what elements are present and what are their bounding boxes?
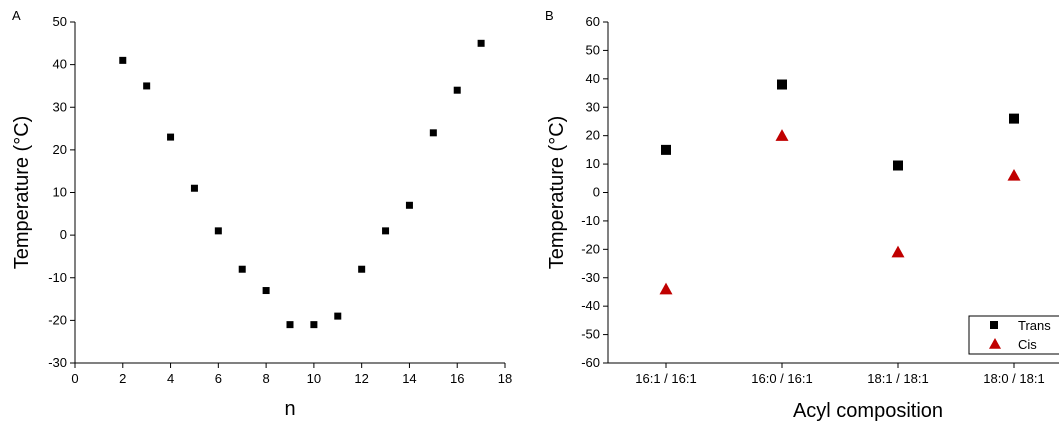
data-point — [190, 184, 198, 192]
y-tick-label: 20 — [586, 128, 600, 143]
y-tick-label: -30 — [48, 355, 67, 370]
x-tick-label: 4 — [167, 371, 174, 386]
y-tick-label: 10 — [53, 185, 67, 200]
data-point — [143, 82, 151, 90]
x-tick-label: 2 — [119, 371, 126, 386]
legend-label-cis: Cis — [1018, 337, 1037, 352]
legend-marker-cis — [989, 338, 1001, 349]
x-tick-label: 18 — [498, 371, 512, 386]
x-tick-label: 12 — [354, 371, 368, 386]
y-tick-label: 30 — [586, 99, 600, 114]
data-point — [334, 312, 342, 320]
data-point — [429, 129, 437, 137]
data-point-trans — [661, 144, 671, 155]
x-tick-label: 8 — [262, 371, 269, 386]
data-point — [453, 86, 461, 94]
y-tick-label: -40 — [581, 298, 600, 313]
x-tick-label: 14 — [402, 371, 416, 386]
y-tick-label: 60 — [586, 14, 600, 29]
panel-a: A -30 -20 -10 0 10 20 30 40 50 0 2 4 6 8 10 12 14 16 18 n Te… — [11, 8, 512, 420]
data-point-cis — [1007, 168, 1021, 181]
panel-a-letter: A — [12, 8, 21, 23]
data-point — [214, 227, 222, 235]
x-tick-label: 16:1 / 16:1 — [635, 371, 696, 386]
y-tick-label: 0 — [593, 185, 600, 200]
y-tick-label: 50 — [586, 42, 600, 57]
data-point — [358, 265, 366, 273]
x-tick-label: 16:0 / 16:1 — [751, 371, 812, 386]
panel-b-letter: B — [545, 8, 554, 23]
y-tick-label: -50 — [581, 327, 600, 342]
y-tick-label: 20 — [53, 142, 67, 157]
x-tick-label: 6 — [215, 371, 222, 386]
y-axis-title: Temperature (°C) — [11, 116, 33, 270]
data-point — [382, 227, 390, 235]
data-point-cis — [891, 245, 905, 258]
data-point — [310, 321, 318, 329]
panel-b: B -60 -50 -40 -30 -20 -10 0 10 20 30 40 50 60 16:1 / … — [545, 8, 1059, 422]
data-point — [119, 56, 127, 64]
x-tick-label: 0 — [71, 371, 78, 386]
data-point-trans — [893, 160, 903, 171]
x-axis-title: n — [284, 398, 295, 420]
x-axis-title: Acyl composition — [793, 400, 943, 422]
y-axis-title: Temperature (°C) — [546, 116, 568, 270]
legend-label-trans: Trans — [1018, 318, 1051, 333]
legend: Trans Cis — [968, 315, 1059, 355]
y-tick-label: -10 — [581, 213, 600, 228]
y-tick-label: -20 — [48, 312, 67, 327]
data-point-cis — [659, 282, 673, 295]
y-tick-label: 0 — [60, 227, 67, 242]
data-point — [405, 201, 413, 209]
data-point — [238, 265, 246, 273]
y-tick-label: 10 — [586, 156, 600, 171]
data-point-cis — [775, 129, 789, 141]
legend-box — [968, 315, 1059, 355]
x-tick-label: 10 — [307, 371, 321, 386]
data-point — [262, 287, 270, 295]
y-tick-label: 30 — [53, 99, 67, 114]
data-point — [167, 133, 175, 141]
y-tick-label: -60 — [581, 355, 600, 370]
x-tick-label: 18:1 / 18:1 — [867, 371, 928, 386]
y-tick-label: -10 — [48, 270, 67, 285]
x-tick-label: 18:0 / 18:1 — [983, 371, 1044, 386]
data-point-trans — [777, 79, 787, 90]
y-tick-label: -30 — [581, 270, 600, 285]
data-point — [286, 321, 294, 329]
data-point-trans — [1009, 113, 1019, 124]
y-tick-label: 40 — [53, 57, 67, 72]
legend-marker-trans — [990, 321, 998, 329]
data-point — [477, 39, 485, 47]
y-tick-label: 40 — [586, 71, 600, 86]
x-tick-label: 16 — [450, 371, 464, 386]
y-tick-label: 50 — [53, 14, 67, 29]
y-tick-label: -20 — [581, 241, 600, 256]
